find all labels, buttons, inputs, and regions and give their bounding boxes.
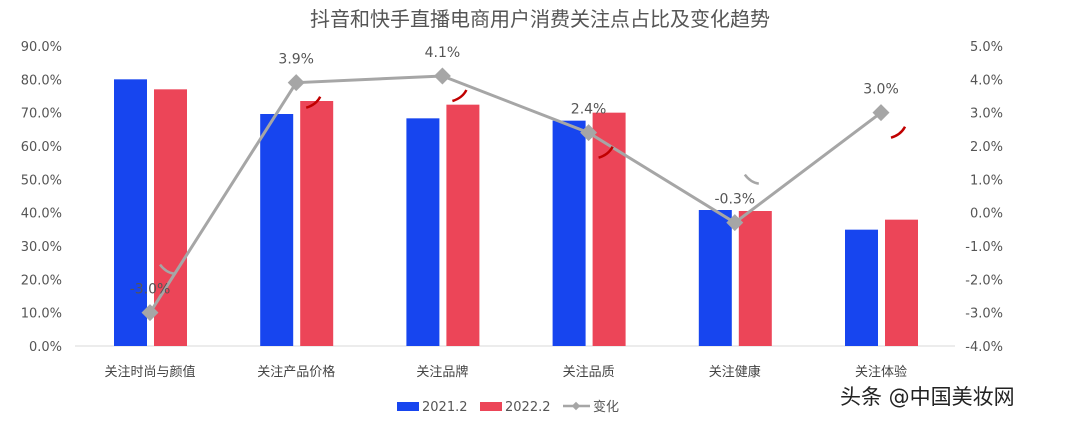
left-tick-label: 20.0% — [21, 273, 62, 288]
category-label: 关注健康 — [709, 364, 761, 380]
bar-2022.2 — [885, 219, 918, 346]
left-tick-label: 60.0% — [21, 140, 62, 155]
left-tick-label: 80.0% — [21, 73, 62, 88]
legend-label-change: 变化 — [593, 399, 619, 415]
change-marker — [726, 214, 744, 232]
right-tick-label: 3.0% — [970, 107, 1003, 122]
bar-2022.2 — [154, 89, 187, 346]
trend-up-arrow-icon — [598, 146, 614, 159]
trend-down-arrow-icon — [743, 173, 760, 185]
trend-down-arrow-icon — [159, 263, 175, 275]
left-tick-label: 90.0% — [21, 40, 62, 55]
category-label: 关注品牌 — [416, 364, 468, 380]
change-data-label: 3.9% — [278, 52, 314, 68]
left-tick-label: 50.0% — [21, 173, 62, 188]
category-label: 关注体验 — [855, 364, 907, 380]
left-tick-label: 30.0% — [21, 240, 62, 255]
right-tick-label: -3.0% — [965, 307, 1003, 322]
bar-2021.2 — [845, 229, 878, 346]
change-data-label: 2.4% — [571, 102, 607, 118]
trend-up-arrow-icon — [890, 126, 907, 139]
change-marker — [872, 104, 890, 122]
legend: 2021.2 2022.2 变化 — [397, 399, 619, 415]
category-label: 关注时尚与颜值 — [104, 364, 195, 380]
legend-swatch-2021 — [397, 402, 419, 411]
bar-2021.2 — [698, 210, 732, 346]
bar-2022.2 — [592, 112, 626, 347]
change-data-label: 3.0% — [863, 82, 899, 98]
category-label: 关注产品价格 — [257, 364, 335, 380]
right-tick-label: 1.0% — [970, 173, 1003, 188]
watermark-text: 头条 @中国美妆网 — [840, 385, 1015, 409]
change-marker — [287, 74, 305, 92]
right-tick-label: 0.0% — [970, 207, 1003, 222]
legend-swatch-2022 — [480, 402, 502, 411]
bar-2022.2 — [738, 211, 772, 346]
left-tick-label: 0.0% — [29, 340, 62, 355]
right-tick-label: 2.0% — [970, 140, 1003, 155]
change-data-label: 4.1% — [425, 45, 461, 61]
change-data-label: -0.3% — [714, 192, 755, 208]
change-marker — [141, 304, 159, 322]
trend-up-arrow-icon — [305, 96, 322, 109]
right-tick-label: -4.0% — [965, 340, 1003, 355]
bar-2021.2 — [552, 120, 586, 347]
left-tick-label: 10.0% — [21, 307, 62, 322]
left-tick-label: 70.0% — [21, 107, 62, 122]
bar-2022.2 — [446, 104, 480, 347]
change-data-label: -3.0% — [130, 282, 171, 298]
trend-up-arrow-icon — [452, 89, 468, 103]
bar-2021.2 — [260, 114, 294, 346]
bar-2021.2 — [406, 118, 440, 346]
legend-label-2022: 2022.2 — [505, 400, 551, 415]
right-tick-label: -1.0% — [965, 240, 1003, 255]
bar-2021.2 — [114, 79, 147, 346]
chart-title: 抖音和快手直播电商用户消费关注点占比及变化趋势 — [310, 7, 770, 31]
change-marker — [433, 67, 451, 85]
legend-label-2021: 2021.2 — [422, 400, 468, 415]
right-tick-label: 5.0% — [970, 40, 1003, 55]
right-tick-label: 4.0% — [970, 73, 1003, 88]
right-tick-label: -2.0% — [965, 273, 1003, 288]
left-tick-label: 40.0% — [21, 207, 62, 222]
bar-2022.2 — [300, 101, 334, 346]
change-line — [148, 74, 882, 314]
category-label: 关注品质 — [563, 365, 615, 380]
